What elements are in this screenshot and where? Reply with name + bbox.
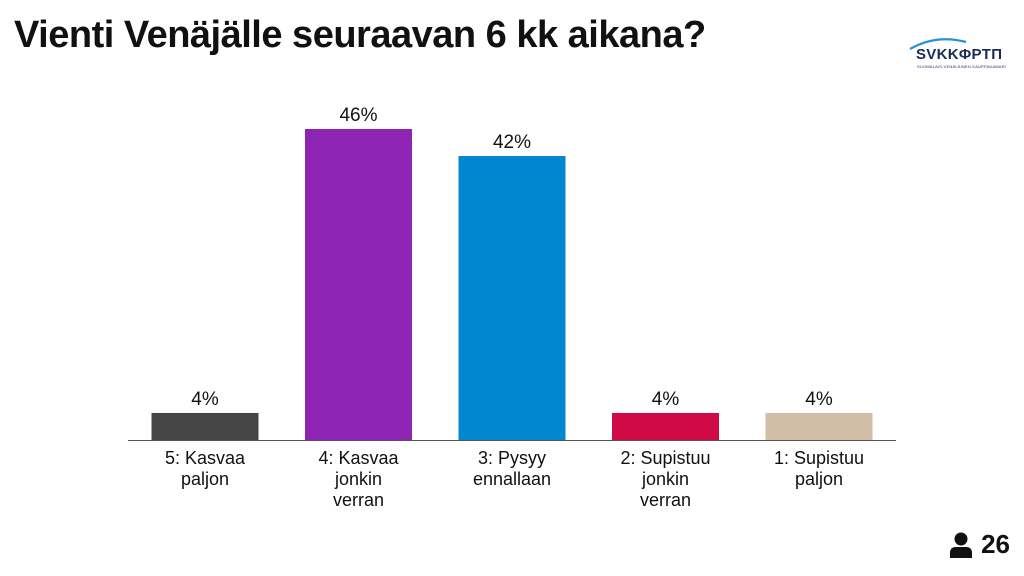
person-icon <box>950 532 973 558</box>
bar-value-label: 4% <box>191 389 219 410</box>
bar-5 <box>765 412 873 440</box>
bar-value-label: 4% <box>652 389 680 410</box>
respondent-count: 26 <box>949 529 1010 560</box>
logo-swoosh-icon <box>909 38 967 50</box>
bar-value-label: 4% <box>805 389 833 410</box>
category-label: 3: Pysyy ennallaan <box>473 448 551 489</box>
logo-subtitle: SUOMALAIS-VENÄLÄINEN KAUPPAKAMARI <box>917 64 1006 69</box>
category-label: 1: Supistuu paljon <box>774 448 864 489</box>
bar-value-label: 42% <box>493 132 531 153</box>
svkk-logo: SVKKΦPTП SUOMALAIS-VENÄLÄINEN KAUPPAKAMA… <box>906 36 1010 76</box>
logo-wordmark: SVKKΦPTП <box>916 46 1003 63</box>
category-label: 4: Kasvaa jonkin verran <box>318 448 399 510</box>
bar-value-label: 46% <box>339 105 377 126</box>
category-label: 5: Kasvaa paljon <box>165 448 246 489</box>
bar-4 <box>612 412 719 440</box>
bar-3 <box>458 156 566 441</box>
bar-2 <box>305 129 412 440</box>
page-title: Vienti Venäjälle seuraavan 6 kk aikana? <box>14 14 706 56</box>
bar-1 <box>151 412 259 440</box>
respondent-count-value: 26 <box>981 529 1010 559</box>
category-label: 2: Supistuu jonkin verran <box>620 448 710 510</box>
